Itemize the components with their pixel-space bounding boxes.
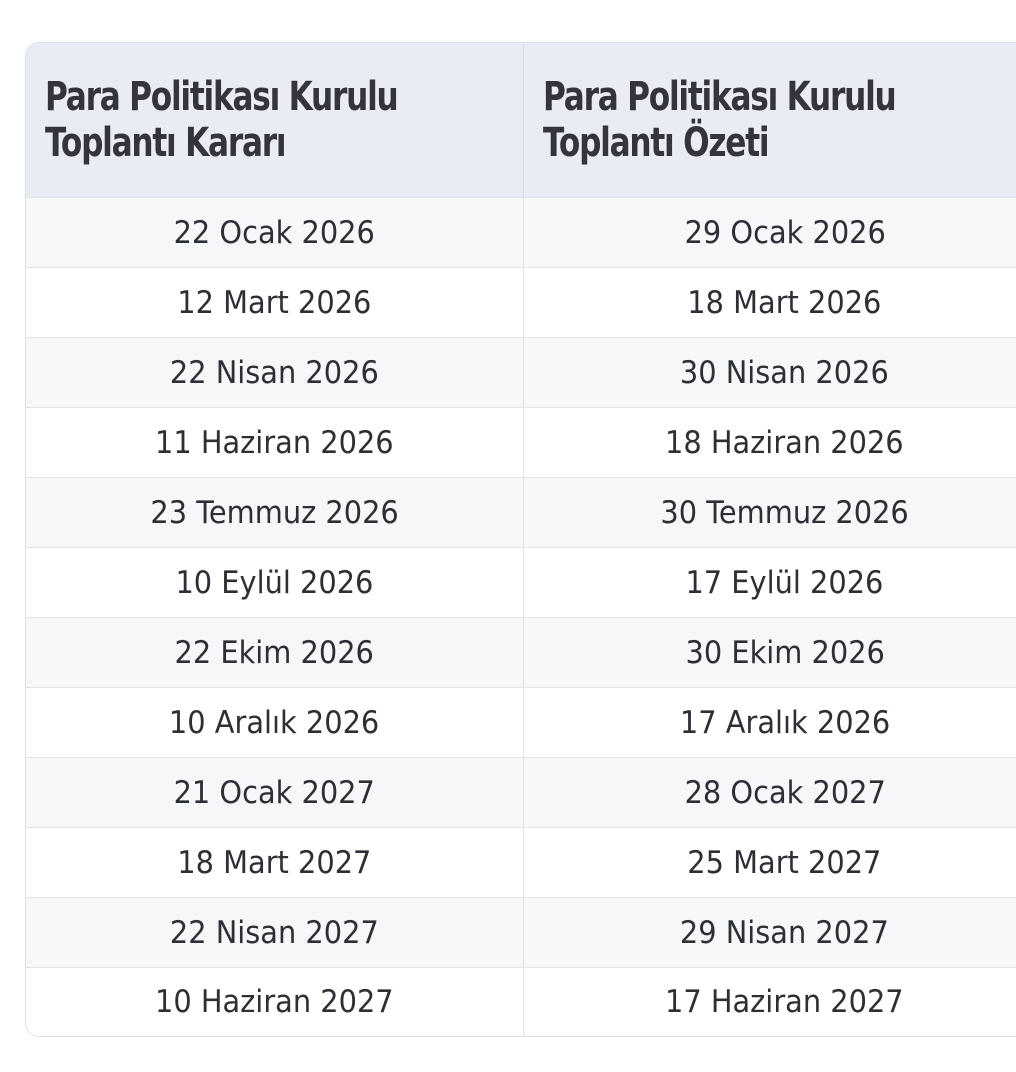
table-row: 21 Ocak 2027 28 Ocak 2027 <box>26 757 1016 828</box>
decision-date-cell: 23 Temmuz 2026 <box>26 477 523 548</box>
meeting-schedule-table: Para Politikası Kurulu Toplantı Kararı P… <box>25 42 1016 1037</box>
table-row: 10 Haziran 2027 17 Haziran 2027 <box>26 967 1016 1036</box>
table-row: 12 Mart 2026 18 Mart 2026 <box>26 267 1016 338</box>
decision-date-cell: 11 Haziran 2026 <box>26 407 523 478</box>
summary-date-cell: 29 Ocak 2026 <box>522 197 1016 268</box>
decision-date-cell: 18 Mart 2027 <box>26 827 523 898</box>
header-summary-line1: Para Politikası Kurulu <box>542 74 897 120</box>
decision-date-cell: 22 Nisan 2026 <box>26 337 523 408</box>
summary-date-cell: 25 Mart 2027 <box>522 827 1016 898</box>
table-row: 23 Temmuz 2026 30 Temmuz 2026 <box>26 477 1016 548</box>
table-row: 10 Aralık 2026 17 Aralık 2026 <box>26 687 1016 758</box>
summary-date-cell: 30 Temmuz 2026 <box>522 477 1016 548</box>
table-row: 22 Ekim 2026 30 Ekim 2026 <box>26 617 1016 688</box>
table-row: 10 Eylül 2026 17 Eylül 2026 <box>26 547 1016 618</box>
table-row: 18 Mart 2027 25 Mart 2027 <box>26 827 1016 898</box>
summary-date-cell: 30 Nisan 2026 <box>522 337 1016 408</box>
summary-date-cell: 18 Haziran 2026 <box>522 407 1016 478</box>
decision-date-cell: 21 Ocak 2027 <box>26 757 523 828</box>
summary-date-cell: 18 Mart 2026 <box>522 267 1016 338</box>
decision-date-cell: 22 Nisan 2027 <box>26 897 523 968</box>
decision-date-cell: 10 Aralık 2026 <box>26 687 523 758</box>
header-row: Para Politikası Kurulu Toplantı Kararı P… <box>26 43 1016 198</box>
decision-date-cell: 10 Haziran 2027 <box>26 967 523 1036</box>
summary-date-cell: 30 Ekim 2026 <box>522 617 1016 688</box>
table-row: 22 Ocak 2026 29 Ocak 2026 <box>26 197 1016 268</box>
table-row: 11 Haziran 2026 18 Haziran 2026 <box>26 407 1016 478</box>
decision-date-cell: 10 Eylül 2026 <box>26 547 523 618</box>
summary-date-cell: 29 Nisan 2027 <box>522 897 1016 968</box>
header-decision-line2: Toplantı Kararı <box>45 120 287 166</box>
header-decision-line1: Para Politikası Kurulu <box>45 74 399 120</box>
schedule-table: Para Politikası Kurulu Toplantı Kararı P… <box>26 43 1016 1036</box>
table-row: 22 Nisan 2027 29 Nisan 2027 <box>26 897 1016 968</box>
summary-date-cell: 17 Eylül 2026 <box>522 547 1016 618</box>
summary-date-cell: 28 Ocak 2027 <box>522 757 1016 828</box>
decision-date-cell: 22 Ocak 2026 <box>26 197 523 268</box>
header-summary-date: Para Politikası Kurulu Toplantı Özeti <box>522 43 1016 198</box>
table-row: 22 Nisan 2026 30 Nisan 2026 <box>26 337 1016 408</box>
decision-date-cell: 22 Ekim 2026 <box>26 617 523 688</box>
summary-date-cell: 17 Aralık 2026 <box>522 687 1016 758</box>
header-summary-line2: Toplantı Özeti <box>542 120 770 166</box>
summary-date-cell: 17 Haziran 2027 <box>522 967 1016 1036</box>
header-decision-date: Para Politikası Kurulu Toplantı Kararı <box>26 43 523 198</box>
decision-date-cell: 12 Mart 2026 <box>26 267 523 338</box>
